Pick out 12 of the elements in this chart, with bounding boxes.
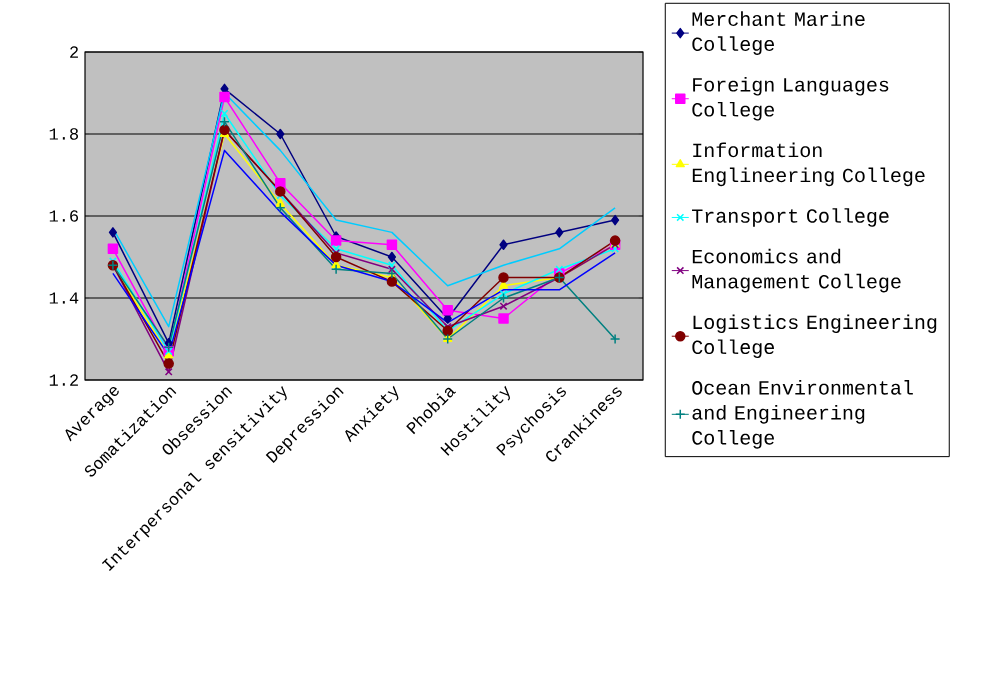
legend-label: Transport College (692, 208, 889, 227)
y-tick-label: 1.2 (49, 374, 78, 386)
legend-label: Merchant Marine College (692, 11, 865, 55)
y-tick-label: 1.8 (49, 128, 79, 140)
legend-label: Logistics Engineering College (692, 314, 937, 359)
y-tick-label: 1.6 (49, 210, 79, 222)
legend-label: Information Englineering College (692, 142, 925, 187)
legend-label: Economics and Management College (692, 248, 901, 293)
y-tick-label: 2 (70, 46, 78, 58)
y-tick-label: 1.4 (49, 292, 79, 304)
legend-label: Ocean Environmental and Engineering College (692, 380, 913, 449)
legend-label: Foreign Languages College (692, 76, 889, 121)
